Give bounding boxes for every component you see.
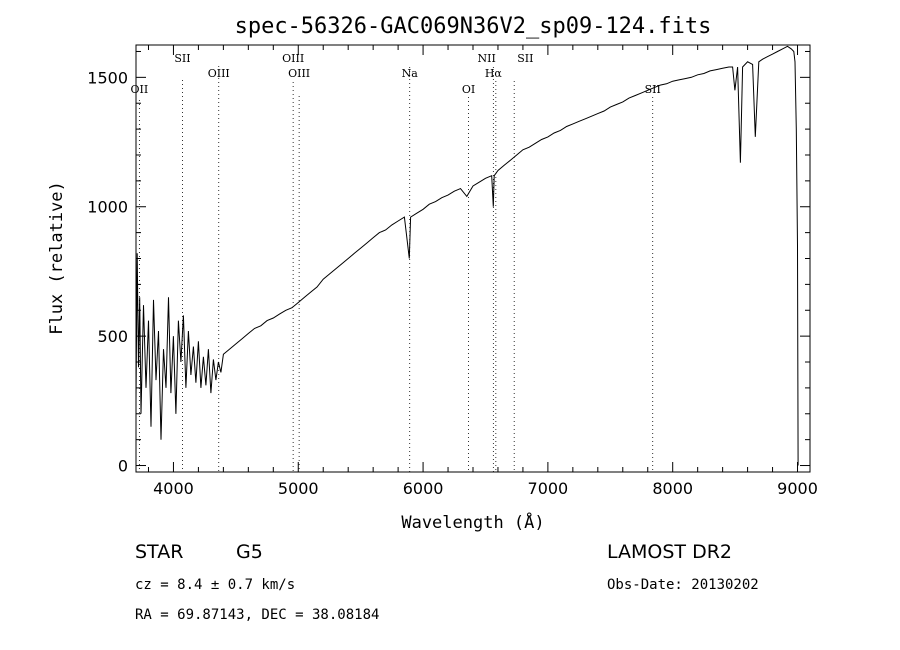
- x-tick-label: 5000: [278, 479, 319, 498]
- redshift-text: cz = 8.4 ± 0.7 km/s: [135, 577, 295, 593]
- y-tick-label: 1000: [87, 198, 128, 217]
- x-tick-label: 8000: [652, 479, 693, 498]
- spectrum-line: [135, 45, 799, 466]
- x-tick-label: 4000: [153, 479, 194, 498]
- x-axis: 4000 5000 6000 7000 8000 9000: [147, 45, 818, 498]
- line-label: OIII: [282, 52, 304, 65]
- x-axis-label: Wavelength (Å): [401, 511, 544, 533]
- x-tick-label: 7000: [528, 479, 569, 498]
- line-label: OIII: [288, 67, 310, 80]
- x-tick-label: 6000: [403, 479, 444, 498]
- line-label: SII: [645, 83, 661, 96]
- line-label: SII: [174, 52, 190, 65]
- survey-name: LAMOST DR2: [607, 541, 732, 563]
- line-label: NII: [478, 52, 496, 65]
- y-axis-label: Flux (relative): [47, 181, 67, 335]
- object-class: STAR: [135, 541, 183, 563]
- x-tick-label: 9000: [777, 479, 818, 498]
- object-subclass: G5: [236, 541, 263, 563]
- line-label: OII: [131, 83, 149, 96]
- obs-date-text: Obs-Date: 20130202: [607, 577, 759, 593]
- emission-line-labels: OII SII OIII OIII OIII Na OI Hα NII SII SII: [131, 52, 661, 96]
- y-tick-label: 1500: [87, 68, 128, 87]
- line-label: OI: [462, 83, 475, 96]
- y-axis: 0 500 1000 1500: [87, 50, 810, 476]
- line-label: Na: [402, 67, 419, 80]
- y-tick-label: 0: [118, 457, 128, 476]
- line-label: OIII: [208, 67, 230, 80]
- y-tick-label: 500: [97, 327, 128, 346]
- line-label: Hα: [485, 67, 503, 80]
- plot-frame: [135, 44, 811, 473]
- chart-title: spec-56326-GAC069N36V2_sp09-124.fits: [235, 14, 712, 39]
- coordinates-text: RA = 69.87143, DEC = 38.08184: [135, 607, 379, 623]
- emission-line-markers: [138, 66, 654, 472]
- line-label: SII: [517, 52, 533, 65]
